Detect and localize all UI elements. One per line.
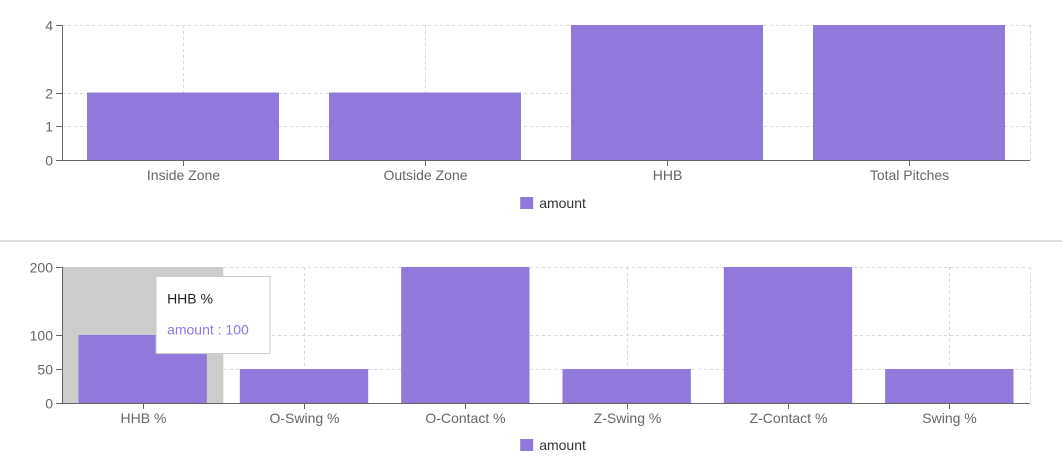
bottom-y-tick-label: 0 bbox=[45, 396, 53, 412]
top-y-tick-label: 1 bbox=[45, 119, 53, 135]
chart-bottom: 0 50 100 200 HHB % O-Swing % O-Contact % Z-Swin… bbox=[0, 242, 1062, 465]
bottom-axes: 0 50 100 200 HHB % O-Swing % O-Contact % Z-Swin… bbox=[30, 260, 1030, 426]
legend-swatch bbox=[520, 197, 534, 209]
bottom-x-tick-label: O-Swing % bbox=[269, 410, 339, 426]
tooltip-value: amount : 100 bbox=[167, 322, 249, 338]
legend-label: amount bbox=[539, 195, 586, 211]
tooltip-box bbox=[155, 276, 271, 354]
bottom-legend[interactable]: amount bbox=[520, 437, 586, 453]
chart-svg-top: 0 1 2 4 Inside Zone Outside Zone HHB Total Pitc… bbox=[45, 18, 1031, 211]
top-bars bbox=[87, 25, 1005, 160]
bar-z-contact[interactable] bbox=[723, 267, 853, 403]
bar-hhb[interactable] bbox=[571, 25, 763, 160]
bar-inside-zone[interactable] bbox=[87, 92, 279, 161]
bottom-y-tick-label: 200 bbox=[30, 260, 54, 276]
bottom-tooltip-layer: HHB % amount : 100 bbox=[155, 276, 271, 354]
chart-top: 0 1 2 4 Inside Zone Outside Zone HHB Total Pitc… bbox=[45, 18, 1031, 211]
bottom-y-tick-label: 50 bbox=[37, 362, 53, 378]
top-axes: 0 1 2 4 Inside Zone Outside Zone HHB Total Pitc… bbox=[45, 18, 1030, 183]
top-x-tick-label: Total Pitches bbox=[870, 167, 949, 183]
bar-outside-zone[interactable] bbox=[329, 92, 521, 161]
bottom-x-tick-label: HHB % bbox=[121, 410, 167, 426]
legend-label: amount bbox=[539, 437, 586, 453]
bar-z-swing[interactable] bbox=[562, 369, 691, 403]
legend-swatch bbox=[520, 439, 534, 451]
bar-o-contact[interactable] bbox=[401, 267, 530, 403]
top-y-tick-label: 4 bbox=[45, 18, 53, 34]
charts-divider bbox=[0, 240, 1062, 242]
top-y-tick-label: 0 bbox=[45, 153, 53, 169]
top-y-tick-label: 2 bbox=[45, 86, 53, 102]
top-x-tick-label: HHB bbox=[653, 167, 683, 183]
bar-total-pitches[interactable] bbox=[813, 25, 1005, 160]
top-x-tick-label: Inside Zone bbox=[147, 167, 220, 183]
bottom-x-tick-label: Z-Swing % bbox=[594, 410, 662, 426]
chart-svg-bottom: 0 50 100 200 HHB % O-Swing % O-Contact % Z-Swin… bbox=[30, 260, 1031, 453]
top-legend[interactable]: amount bbox=[520, 195, 586, 211]
bar-o-swing[interactable] bbox=[239, 369, 369, 403]
tooltip: HHB % amount : 100 bbox=[155, 276, 271, 354]
bottom-x-tick-label: Z-Contact % bbox=[750, 410, 828, 426]
bar-swing[interactable] bbox=[885, 369, 1014, 403]
tooltip-title: HHB % bbox=[167, 291, 213, 307]
top-x-tick-label: Outside Zone bbox=[383, 167, 467, 183]
bottom-x-tick-label: Swing % bbox=[922, 410, 976, 426]
bottom-x-tick-label: O-Contact % bbox=[425, 410, 505, 426]
bottom-y-tick-label: 100 bbox=[30, 328, 54, 344]
